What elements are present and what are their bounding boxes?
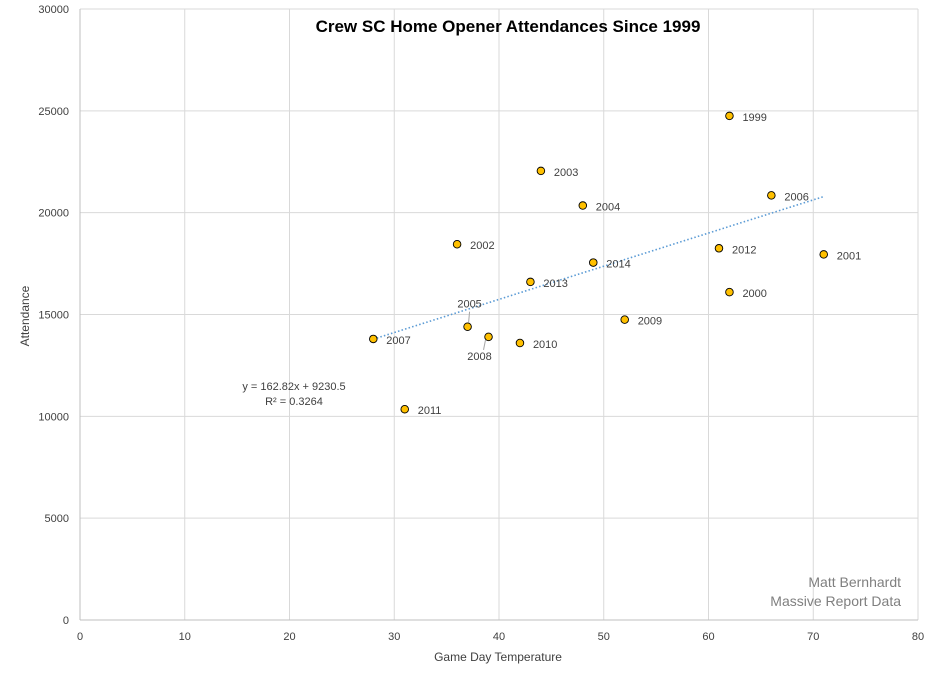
credit-author: Matt Bernhardt	[808, 574, 901, 590]
data-point	[620, 315, 629, 324]
x-tick-label: 10	[179, 631, 191, 643]
x-tick-label: 80	[912, 631, 924, 643]
data-points	[369, 111, 828, 414]
data-point-label: 2008	[467, 351, 491, 363]
data-point	[515, 338, 525, 348]
x-tick-label: 0	[77, 631, 83, 643]
x-tick-label: 50	[598, 631, 610, 643]
y-tick-label: 20000	[38, 208, 69, 220]
trendline-equation: y = 162.82x + 9230.5	[242, 381, 345, 393]
y-tick-label: 10000	[38, 411, 69, 423]
credit-source: Massive Report Data	[770, 593, 901, 609]
data-point-label: 2005	[457, 299, 481, 311]
data-point	[400, 404, 409, 414]
axes	[79, 9, 918, 621]
data-point-label: 2002	[470, 240, 494, 252]
x-axis-tick-labels: 0 10 20 30 40 50 60 70 80	[77, 631, 924, 643]
chart-title: Crew SC Home Opener Attendances Since 19…	[316, 17, 701, 36]
data-point	[767, 191, 776, 200]
data-point-label: 2012	[732, 244, 756, 256]
y-tick-label: 0	[63, 615, 69, 627]
data-point	[819, 250, 828, 259]
data-point-label: 2009	[638, 316, 662, 328]
x-tick-label: 40	[493, 631, 505, 643]
data-point	[536, 166, 546, 176]
y-tick-label: 5000	[45, 513, 69, 525]
data-point-label: 2010	[533, 339, 557, 351]
data-point-label: 2001	[837, 250, 861, 262]
data-point-label: 2007	[386, 335, 410, 347]
x-tick-label: 20	[283, 631, 295, 643]
gridlines	[80, 8, 919, 620]
data-point	[589, 258, 598, 267]
label-leader-line	[483, 339, 487, 351]
y-tick-label: 15000	[38, 310, 69, 322]
data-point-label: 2011	[418, 405, 442, 417]
data-point	[725, 111, 734, 121]
data-point-label: 2004	[596, 202, 620, 214]
label-leader-line	[468, 311, 471, 323]
trendline-r-squared: R² = 0.3264	[265, 396, 323, 408]
y-axis-tick-labels: 0 5000 10000 15000 20000 25000 30000	[38, 4, 69, 627]
data-point	[578, 201, 588, 210]
y-axis-title: Attendance	[18, 285, 32, 346]
data-point-label: 1999	[742, 112, 766, 124]
data-point	[463, 322, 472, 331]
x-tick-label: 60	[702, 631, 714, 643]
data-point-label: 2006	[784, 191, 808, 203]
trendline	[373, 195, 824, 340]
data-point	[369, 334, 378, 344]
data-point	[452, 239, 462, 249]
data-point-label: 2014	[606, 259, 630, 271]
data-point-labels: 1999 2000 2001 2002 2003 2004 2005 2006 2007 2008…	[386, 112, 861, 417]
data-point-label: 2000	[742, 288, 766, 300]
y-tick-label: 30000	[38, 4, 69, 16]
y-tick-label: 25000	[38, 106, 69, 118]
data-point	[526, 277, 535, 287]
data-point-label: 2003	[554, 167, 578, 179]
data-point	[484, 332, 493, 342]
data-point	[714, 244, 724, 253]
x-axis-title: Game Day Temperature	[434, 650, 562, 664]
data-point-label: 2013	[543, 278, 567, 290]
trendline-line	[373, 195, 824, 340]
x-tick-label: 70	[807, 631, 819, 643]
x-tick-label: 30	[388, 631, 400, 643]
data-point	[725, 287, 734, 297]
